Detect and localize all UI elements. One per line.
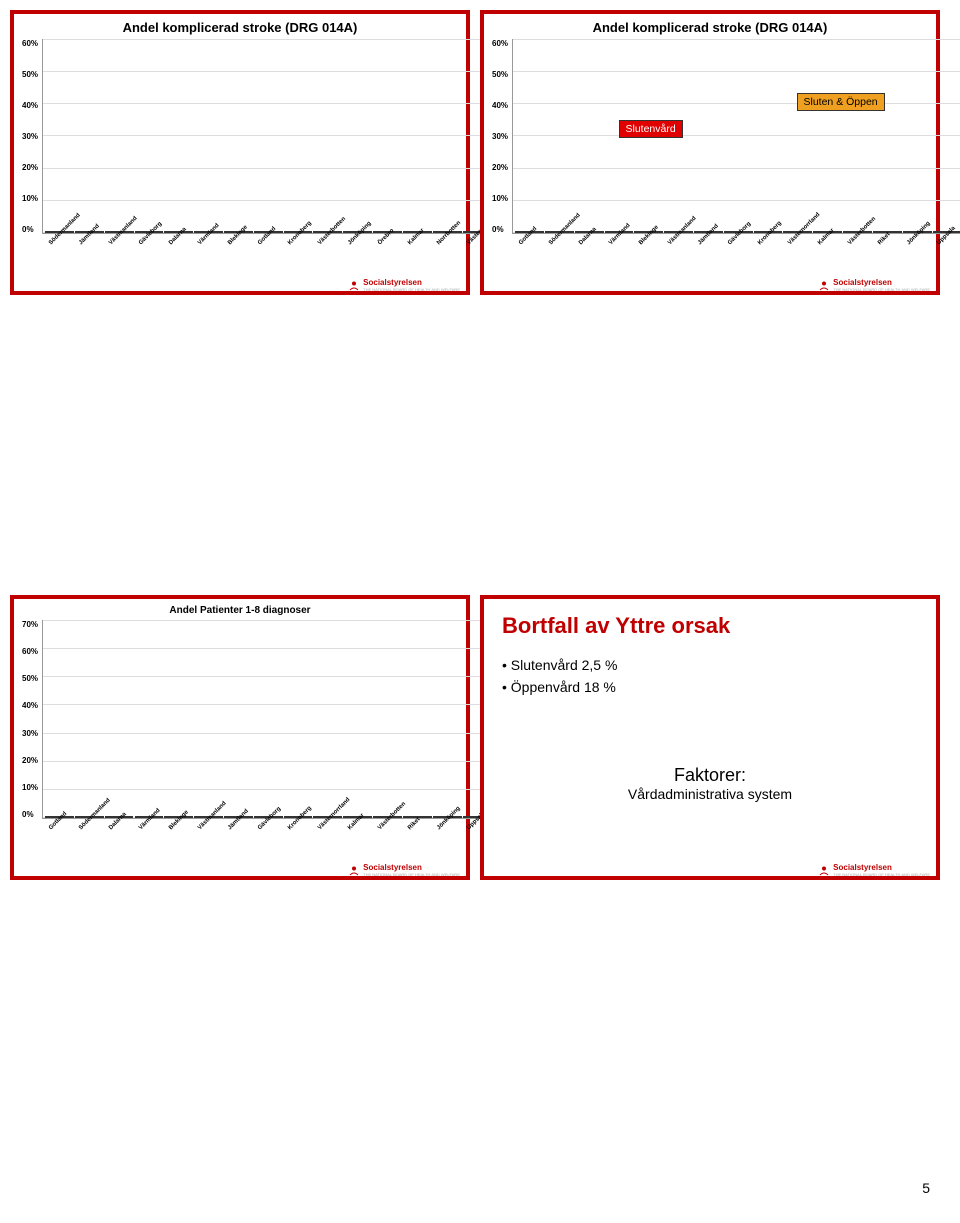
chart-panel-1: Andel komplicerad stroke (DRG 014A) 0%10…: [10, 10, 470, 295]
logo: SocialstyrelsenTHE NATIONAL BOARD OF HEA…: [818, 863, 930, 878]
info-bullets: Slutenvård 2,5 % Öppenvård 18 %: [502, 657, 918, 695]
info-bullet: Slutenvård 2,5 %: [502, 657, 918, 673]
logo: SocialstyrelsenTHE NATIONAL BOARD OF HEA…: [818, 278, 930, 293]
info-faktorer: Faktorer:: [502, 765, 918, 786]
chart-panel-3: Andel Patienter 1-8 diagnoser 0%10%20%30…: [10, 595, 470, 880]
chart3-title: Andel Patienter 1-8 diagnoser: [22, 605, 458, 616]
info-title: Bortfall av Yttre orsak: [502, 613, 918, 639]
logo: SocialstyrelsenTHE NATIONAL BOARD OF HEA…: [348, 278, 460, 293]
logo: SocialstyrelsenTHE NATIONAL BOARD OF HEA…: [348, 863, 460, 878]
annot-slutenvard: Slutenvård: [619, 120, 683, 138]
chart2-title: Andel komplicerad stroke (DRG 014A): [492, 20, 928, 35]
chart1-title: Andel komplicerad stroke (DRG 014A): [22, 20, 458, 35]
chart2-plot: Slutenvård Sluten & Öppen Intern debiter…: [512, 39, 960, 234]
chart2-yaxis: 0%10%20%30%40%50%60%: [492, 39, 512, 289]
chart-panel-2: Andel komplicerad stroke (DRG 014A) 0%10…: [480, 10, 940, 295]
page-number: 5: [10, 1180, 930, 1196]
info-panel: Bortfall av Yttre orsak Slutenvård 2,5 %…: [480, 595, 940, 880]
chart3-yaxis: 0%10%20%30%40%50%60%70%: [22, 620, 42, 874]
info-bullet: Öppenvård 18 %: [502, 679, 918, 695]
info-sub2: Vårdadministrativa system: [502, 786, 918, 802]
chart1-yaxis: 0%10%20%30%40%50%60%: [22, 39, 42, 289]
annot-sluten-oppen: Sluten & Öppen: [797, 93, 885, 111]
